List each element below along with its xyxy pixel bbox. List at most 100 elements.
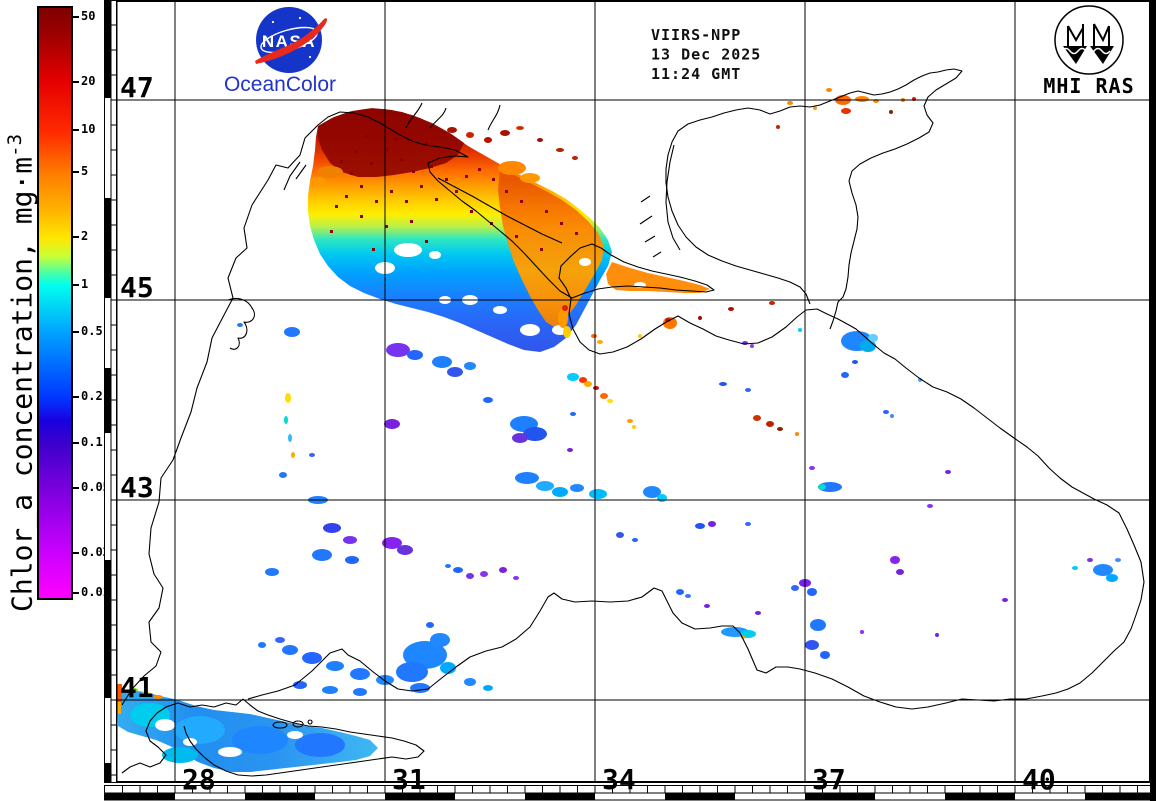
chl-patch	[382, 537, 402, 549]
chl-patch	[1072, 566, 1078, 570]
chl-patch	[643, 486, 661, 498]
chl-speckle	[430, 165, 433, 168]
colorbar-tick-mark	[71, 396, 79, 398]
chl-patch	[868, 334, 878, 342]
chl-patch	[513, 576, 519, 580]
longitude-label: 37	[812, 763, 846, 796]
chl-patch	[480, 571, 488, 577]
chl-patch	[558, 308, 568, 328]
chl-speckle	[360, 185, 363, 188]
chl-speckle	[540, 248, 543, 251]
chl-patch	[523, 427, 547, 441]
chl-speckle	[470, 210, 473, 213]
chl-patch	[464, 362, 476, 370]
mhi-emblem-wave	[1061, 47, 1111, 55]
chl-patch	[293, 681, 307, 689]
chl-speckle	[345, 195, 348, 198]
coast-tendra-spit	[437, 177, 563, 244]
chl-patch	[787, 101, 793, 105]
chl-patch	[607, 399, 613, 403]
left-ruler-block	[105, 560, 111, 698]
chl-patch	[432, 356, 452, 368]
longitude-label: 28	[182, 763, 216, 796]
latitude-label: 41	[120, 671, 154, 704]
latitude-label: 43	[120, 471, 154, 504]
chl-patch	[350, 668, 370, 680]
colorbar-tick-label: 0.05	[81, 480, 110, 494]
coast-danube-delta	[227, 297, 255, 350]
colorbar-tick-label: 0.5	[81, 324, 103, 338]
colorbar-tick-mark	[71, 592, 79, 594]
chl-speckle	[355, 150, 358, 153]
colorbar-tick-label: 50	[81, 9, 96, 23]
chl-patch	[493, 306, 507, 314]
chl-patch	[1115, 558, 1121, 562]
coast-arabat	[665, 144, 681, 251]
chl-patch	[155, 719, 175, 731]
chl-patch	[704, 604, 710, 608]
chl-patch	[805, 640, 819, 650]
map-labels-layer: 47 45 43 41 28 31 34 37 40 VIIRS-NPP 13 Dec 202511…	[120, 26, 1056, 796]
chl-speckle	[405, 200, 408, 203]
chl-speckle	[455, 190, 458, 193]
map-frame-layer	[104, 0, 1156, 801]
chl-patch	[453, 567, 463, 573]
chl-patch	[117, 684, 122, 704]
chl-speckle	[492, 178, 495, 181]
colorbar-tick-label: 2	[81, 229, 89, 243]
nasa-star	[308, 55, 312, 59]
chl-patch	[616, 532, 624, 538]
colorbar-tick-label: 0.1	[81, 435, 103, 449]
nasa-star	[271, 20, 275, 24]
bottom-ruler-block	[1085, 793, 1155, 800]
chl-patch	[309, 453, 315, 457]
latitude-label: 47	[120, 71, 154, 104]
coast-west	[121, 124, 319, 706]
chl-patch	[719, 382, 727, 386]
chl-speckle	[425, 240, 428, 243]
chl-patch	[567, 448, 573, 452]
coast-azov	[665, 68, 963, 330]
chl-speckle	[370, 162, 373, 165]
chl-patch	[567, 373, 579, 381]
colorbar-tick-label: 20	[81, 74, 96, 88]
colorbar-tick-mark	[71, 81, 79, 83]
chl-patch	[579, 258, 591, 266]
chl-patch	[791, 585, 799, 591]
chl-patch	[284, 327, 300, 337]
chl-patch	[813, 106, 817, 110]
chl-patch	[407, 350, 423, 360]
chl-patch	[282, 645, 298, 655]
chl-patch	[890, 556, 900, 564]
chl-patch	[627, 419, 633, 423]
chl-speckle	[390, 190, 393, 193]
chl-patch	[795, 432, 799, 436]
coast-dnieper-rivers	[405, 102, 501, 131]
chl-patch	[665, 318, 671, 322]
chl-patch	[394, 243, 422, 257]
chl-patch	[464, 678, 476, 686]
chl-patch	[285, 393, 291, 403]
chl-patch	[483, 685, 493, 691]
chl-speckle	[372, 248, 375, 251]
bottom-ruler-block	[245, 793, 315, 800]
chl-patch	[536, 481, 554, 491]
chl-patch	[483, 397, 493, 403]
chl-patch	[466, 573, 474, 579]
chl-speckle	[385, 148, 388, 151]
chl-patch	[279, 472, 287, 478]
chl-patch	[447, 127, 457, 133]
chl-patch	[570, 484, 584, 492]
chl-patch	[345, 556, 359, 564]
chl-patch	[406, 338, 434, 352]
chl-patch	[896, 569, 904, 575]
chl-speckle	[410, 220, 413, 223]
chl-patch	[374, 312, 406, 328]
colorbar-tick-label: 5	[81, 164, 89, 178]
chl-patch	[237, 323, 243, 327]
chl-speckle	[412, 170, 415, 173]
chl-patch	[323, 523, 341, 533]
chl-patch	[563, 326, 571, 338]
colorbar-tick-mark	[71, 552, 79, 554]
chl-speckle	[560, 222, 563, 225]
